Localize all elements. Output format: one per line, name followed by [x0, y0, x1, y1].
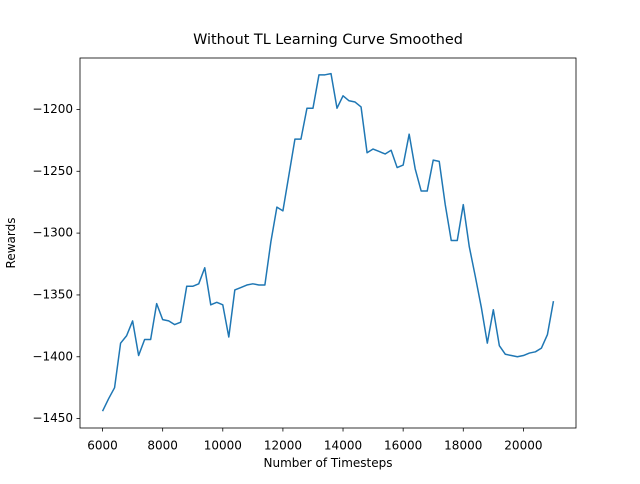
- y-axis-label: Rewards: [4, 218, 18, 269]
- x-tick-label: 16000: [384, 439, 422, 453]
- y-tick-label: −1350: [32, 287, 73, 301]
- x-tick-label: 18000: [444, 439, 482, 453]
- chart-title: Without TL Learning Curve Smoothed: [193, 32, 463, 48]
- y-tick-label: −1400: [32, 349, 73, 363]
- y-tick-label: −1300: [32, 226, 73, 240]
- x-tick-label: 20000: [504, 439, 542, 453]
- y-tick-label: −1200: [32, 102, 73, 116]
- x-tick-label: 6000: [87, 439, 118, 453]
- axes-frame: [79, 57, 577, 429]
- x-axis-label: Number of Timesteps: [264, 456, 393, 470]
- data-line: [101, 72, 555, 412]
- x-tick-label: 10000: [204, 439, 242, 453]
- y-tick-label: −1450: [32, 411, 73, 425]
- x-tick-label: 14000: [324, 439, 362, 453]
- y-tick-label: −1250: [32, 164, 73, 178]
- x-tick-label: 8000: [147, 439, 178, 453]
- x-tick-label: 12000: [264, 439, 302, 453]
